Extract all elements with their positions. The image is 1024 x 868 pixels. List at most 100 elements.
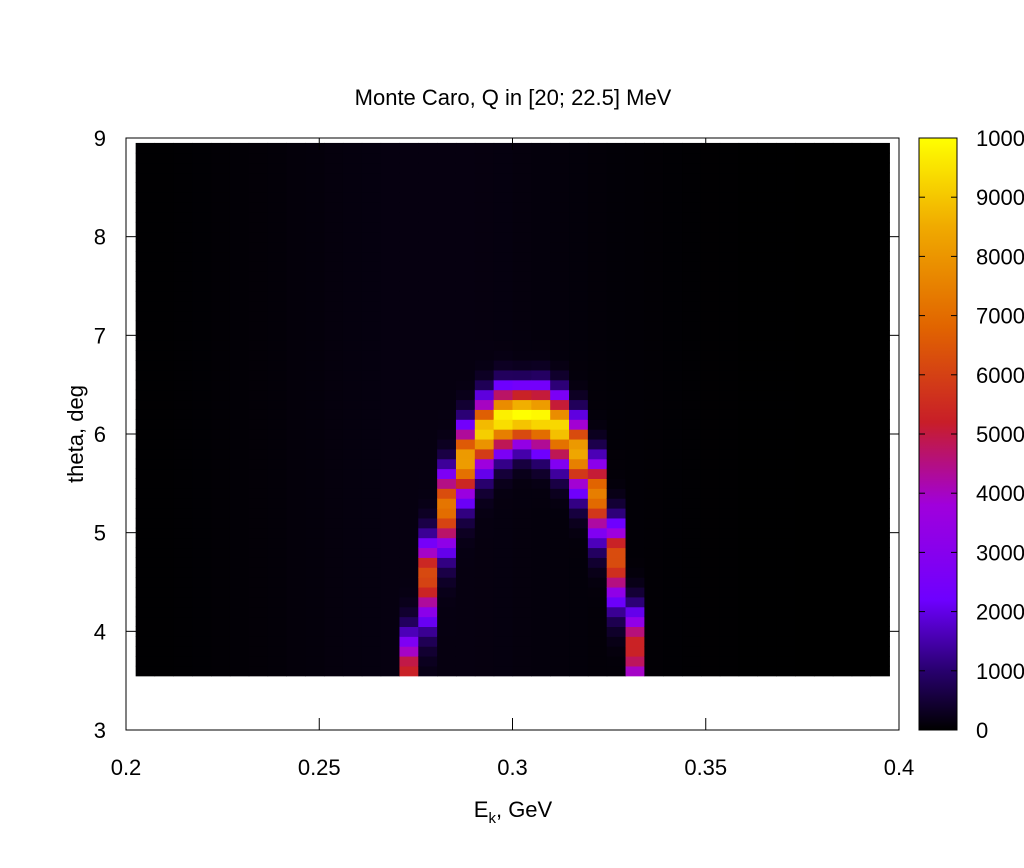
heatmap-cell [418, 212, 438, 223]
heatmap-cell [267, 606, 287, 618]
heatmap-cell [512, 192, 532, 203]
heatmap-cell [154, 212, 174, 223]
heatmap-cell [813, 468, 834, 479]
heatmap-cell [700, 389, 721, 401]
heatmap-cell [757, 517, 777, 529]
heatmap-cell [625, 330, 645, 341]
heatmap-cell [587, 646, 608, 657]
heatmap-cell [851, 438, 872, 450]
heatmap-cell [738, 389, 759, 401]
heatmap-cell [700, 182, 721, 193]
heatmap-cell [135, 192, 156, 203]
heatmap-cell [813, 646, 834, 657]
heatmap-cell [173, 616, 193, 627]
heatmap-cell [682, 586, 702, 598]
heatmap-cell [776, 448, 796, 460]
heatmap-cell [813, 557, 834, 568]
heatmap-cell [795, 458, 815, 470]
heatmap-cell [644, 517, 664, 529]
heatmap-cell [324, 626, 344, 637]
heatmap-cell [719, 142, 740, 154]
heatmap-cell [455, 231, 476, 243]
heatmap-cell [286, 448, 306, 460]
heatmap-cell [154, 389, 174, 401]
heatmap-cell [267, 152, 287, 164]
heatmap-cell [229, 488, 250, 499]
heatmap-cell [606, 320, 627, 331]
heatmap-cell [380, 192, 401, 203]
heatmap-cell [625, 409, 645, 420]
heatmap-cell [512, 300, 532, 312]
heatmap-cell [757, 152, 777, 164]
heatmap-cell [192, 152, 212, 164]
heatmap-cell [361, 616, 382, 627]
heatmap-cell [606, 517, 627, 529]
heatmap-cell [154, 360, 174, 371]
heatmap-cell [569, 360, 589, 371]
heatmap-cell [587, 271, 608, 282]
heatmap-cell [587, 350, 608, 361]
heatmap-cell [550, 517, 570, 529]
heatmap-cell [719, 567, 740, 578]
heatmap-cell [795, 241, 815, 253]
heatmap-cell [606, 478, 627, 489]
heatmap-cell [380, 646, 401, 657]
heatmap-cell [305, 251, 325, 262]
heatmap-cell [229, 192, 250, 203]
heatmap-cell [644, 448, 664, 460]
heatmap-cell [757, 646, 777, 657]
heatmap-cell [700, 409, 721, 420]
heatmap-cell [211, 310, 231, 322]
heatmap-cell [719, 419, 740, 430]
heatmap-cell [437, 142, 457, 154]
heatmap-cell [851, 202, 872, 213]
heatmap-cell [305, 626, 325, 637]
heatmap-cell [738, 429, 759, 440]
heatmap-cell [324, 162, 344, 174]
heatmap-cell [192, 202, 212, 213]
heatmap-cell [135, 271, 156, 282]
heatmap-cell [248, 636, 269, 647]
heatmap-cell [474, 142, 495, 154]
heatmap-cell [625, 142, 645, 154]
heatmap-cell [380, 527, 401, 539]
heatmap-cell [305, 310, 325, 322]
heatmap-cell [606, 182, 627, 193]
heatmap-cell [682, 517, 702, 529]
heatmap-cell [173, 527, 193, 539]
heatmap-cell [870, 527, 890, 539]
heatmap-cell [738, 261, 759, 272]
heatmap-cell [229, 330, 250, 341]
heatmap-cell [587, 577, 608, 588]
heatmap-cell [286, 320, 306, 331]
heatmap-cell [625, 251, 645, 262]
heatmap-cell [324, 241, 344, 253]
heatmap-cell [832, 360, 853, 371]
heatmap-cell [663, 379, 683, 391]
heatmap-cell [380, 379, 401, 391]
heatmap-cell [870, 271, 890, 282]
heatmap-cell [154, 498, 174, 509]
heatmap-cell [286, 271, 306, 282]
heatmap-cell [795, 281, 815, 292]
heatmap-cell [135, 300, 156, 312]
heatmap-cell [305, 567, 325, 578]
heatmap-cell [305, 261, 325, 272]
heatmap-cell [644, 369, 664, 381]
heatmap-cell [644, 330, 664, 341]
heatmap-cell [342, 182, 363, 193]
heatmap-cell [267, 221, 287, 233]
heatmap-cell [493, 152, 514, 164]
heatmap-cell [493, 478, 514, 489]
heatmap-cell [135, 162, 156, 174]
heatmap-cell [550, 665, 570, 677]
heatmap-cell [776, 369, 796, 381]
heatmap-cell [531, 478, 551, 489]
heatmap-cell [267, 261, 287, 272]
heatmap-cell [700, 369, 721, 381]
heatmap-cell [305, 656, 325, 667]
heatmap-cell [211, 458, 231, 470]
heatmap-cell [361, 636, 382, 647]
heatmap-cell [870, 369, 890, 381]
heatmap-cell [173, 596, 193, 608]
